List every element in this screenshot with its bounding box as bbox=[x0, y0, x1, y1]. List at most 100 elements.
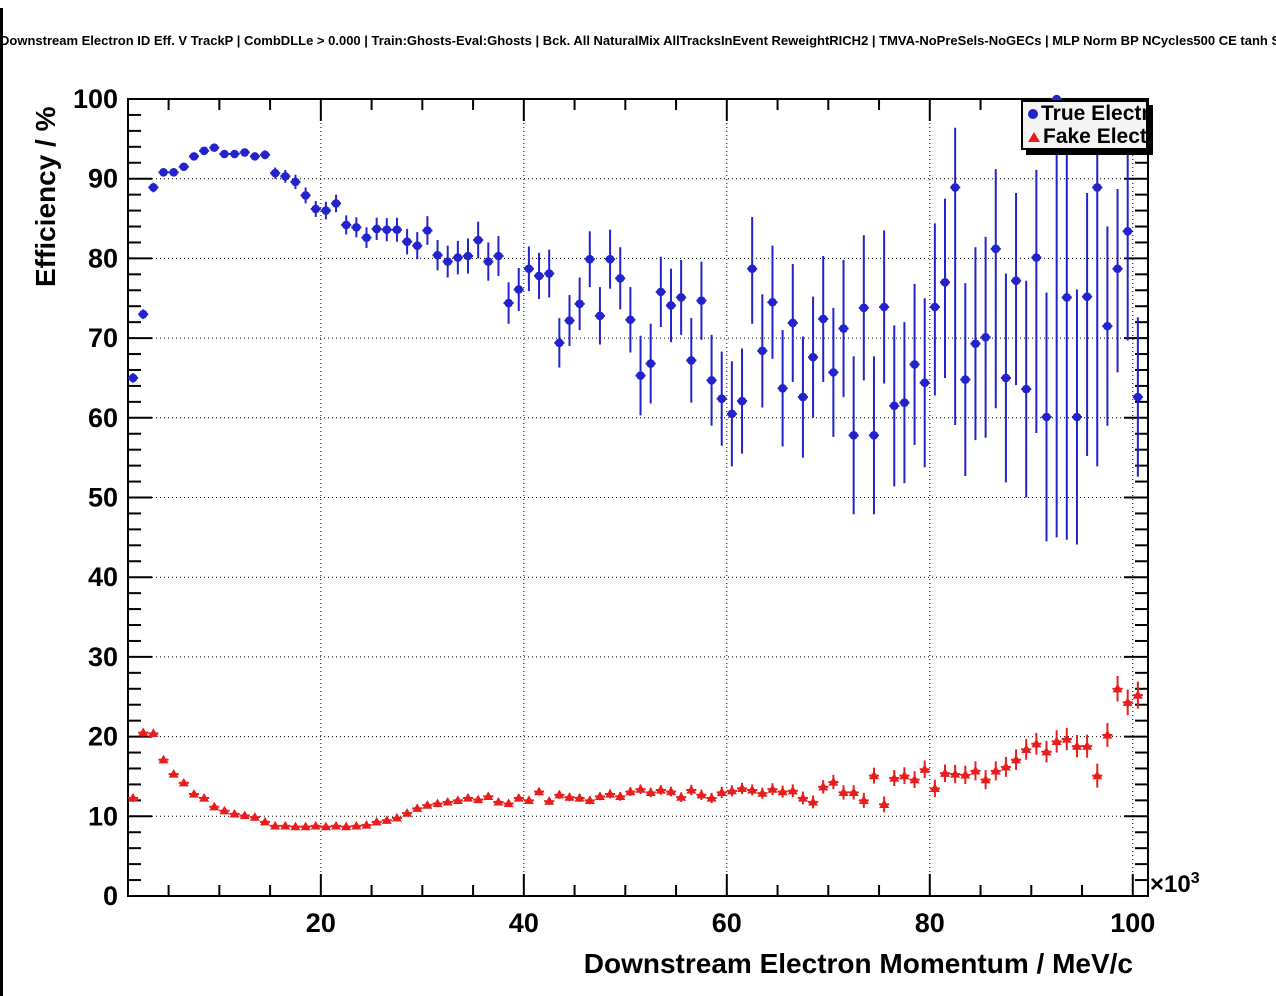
data-point bbox=[889, 401, 899, 411]
data-point bbox=[412, 241, 422, 250]
data-point bbox=[828, 777, 839, 786]
data-point bbox=[940, 768, 951, 777]
x-tick-labels: 20 40 60 80 100 bbox=[306, 908, 1155, 938]
data-point bbox=[646, 359, 655, 368]
data-point bbox=[605, 788, 616, 798]
data-point bbox=[697, 296, 706, 305]
data-point bbox=[909, 774, 920, 784]
data-point bbox=[605, 254, 615, 264]
data-point bbox=[991, 244, 1001, 254]
data-point bbox=[879, 799, 890, 808]
x-tick-label: 20 bbox=[306, 908, 336, 938]
data-point bbox=[310, 820, 321, 830]
data-point bbox=[483, 791, 494, 800]
data-point bbox=[290, 821, 301, 831]
data-point bbox=[910, 360, 919, 369]
data-point bbox=[829, 368, 838, 377]
data-point bbox=[990, 765, 1001, 775]
data-point bbox=[544, 269, 554, 278]
data-point bbox=[747, 264, 757, 274]
data-point bbox=[594, 791, 605, 800]
data-point bbox=[381, 815, 392, 824]
data-point bbox=[149, 183, 158, 192]
y-tick-label: 80 bbox=[88, 243, 118, 273]
data-point bbox=[1082, 292, 1092, 301]
legend-label-true-electron: True Electron bbox=[1041, 102, 1146, 125]
data-point bbox=[239, 810, 250, 820]
data-point bbox=[534, 271, 544, 281]
data-point bbox=[230, 149, 239, 159]
data-point bbox=[331, 199, 341, 208]
data-point bbox=[676, 293, 686, 302]
x-axis-multiplier: ×103 bbox=[1150, 870, 1200, 899]
data-point bbox=[1051, 736, 1062, 745]
data-point bbox=[615, 791, 626, 800]
y-axis-title: Efficiency / % bbox=[30, 106, 61, 287]
data-point bbox=[919, 764, 930, 773]
data-point bbox=[858, 795, 869, 804]
data-point bbox=[138, 727, 149, 737]
data-point bbox=[706, 792, 717, 802]
data-point bbox=[1000, 761, 1011, 771]
data-point bbox=[240, 148, 250, 157]
data-point bbox=[1092, 183, 1102, 192]
data-point bbox=[209, 143, 219, 152]
data-point bbox=[209, 801, 220, 811]
data-point bbox=[158, 754, 169, 764]
y-tick-label: 20 bbox=[88, 722, 118, 752]
data-point bbox=[291, 177, 300, 187]
data-point bbox=[392, 225, 402, 235]
data-point bbox=[920, 378, 930, 388]
data-point bbox=[818, 781, 829, 791]
data-point bbox=[270, 820, 281, 830]
data-point bbox=[320, 821, 331, 831]
data-point bbox=[554, 789, 565, 799]
data-point bbox=[280, 820, 291, 830]
data-point bbox=[524, 264, 534, 274]
data-point bbox=[1103, 321, 1112, 331]
data-point bbox=[778, 384, 787, 393]
data-point bbox=[352, 223, 361, 232]
data-point bbox=[707, 376, 716, 385]
x-tick-label: 100 bbox=[1110, 908, 1155, 938]
data-point bbox=[655, 784, 666, 794]
x-tick-label: 40 bbox=[509, 908, 539, 938]
data-point bbox=[1061, 733, 1072, 743]
data-point bbox=[544, 796, 555, 805]
data-point bbox=[1011, 276, 1021, 286]
data-point bbox=[970, 765, 981, 775]
data-point bbox=[503, 798, 514, 808]
data-point bbox=[717, 394, 727, 403]
data-point bbox=[504, 298, 513, 308]
plot-frame bbox=[127, 98, 1149, 897]
data-point bbox=[321, 206, 331, 215]
data-point bbox=[848, 787, 859, 796]
data-point bbox=[585, 254, 595, 264]
data-point bbox=[219, 805, 230, 815]
data-point bbox=[473, 794, 484, 804]
y-tick-label: 30 bbox=[88, 642, 118, 672]
legend-label-fake-electron: Fake Electron bbox=[1043, 125, 1146, 148]
data-point bbox=[555, 338, 564, 348]
data-point bbox=[615, 274, 625, 283]
window-left-border bbox=[0, 8, 3, 996]
data-point bbox=[777, 786, 788, 796]
data-point bbox=[534, 786, 545, 796]
data-point bbox=[686, 356, 696, 365]
data-point bbox=[220, 149, 229, 159]
data-point bbox=[361, 820, 372, 829]
data-point bbox=[676, 792, 687, 801]
data-point bbox=[686, 784, 697, 794]
data-point bbox=[169, 168, 178, 177]
data-point bbox=[168, 769, 179, 778]
y-tick-labels: 0 10 20 30 40 50 60 70 80 90 100 bbox=[73, 84, 118, 911]
data-point bbox=[1021, 384, 1031, 394]
data-point bbox=[727, 409, 737, 419]
x-tick-label: 80 bbox=[915, 908, 945, 938]
data-point bbox=[412, 803, 423, 812]
data-point bbox=[574, 792, 585, 802]
multiplier-base: ×10 bbox=[1150, 871, 1191, 898]
data-point bbox=[178, 777, 189, 787]
y-tick-label: 70 bbox=[88, 323, 118, 353]
